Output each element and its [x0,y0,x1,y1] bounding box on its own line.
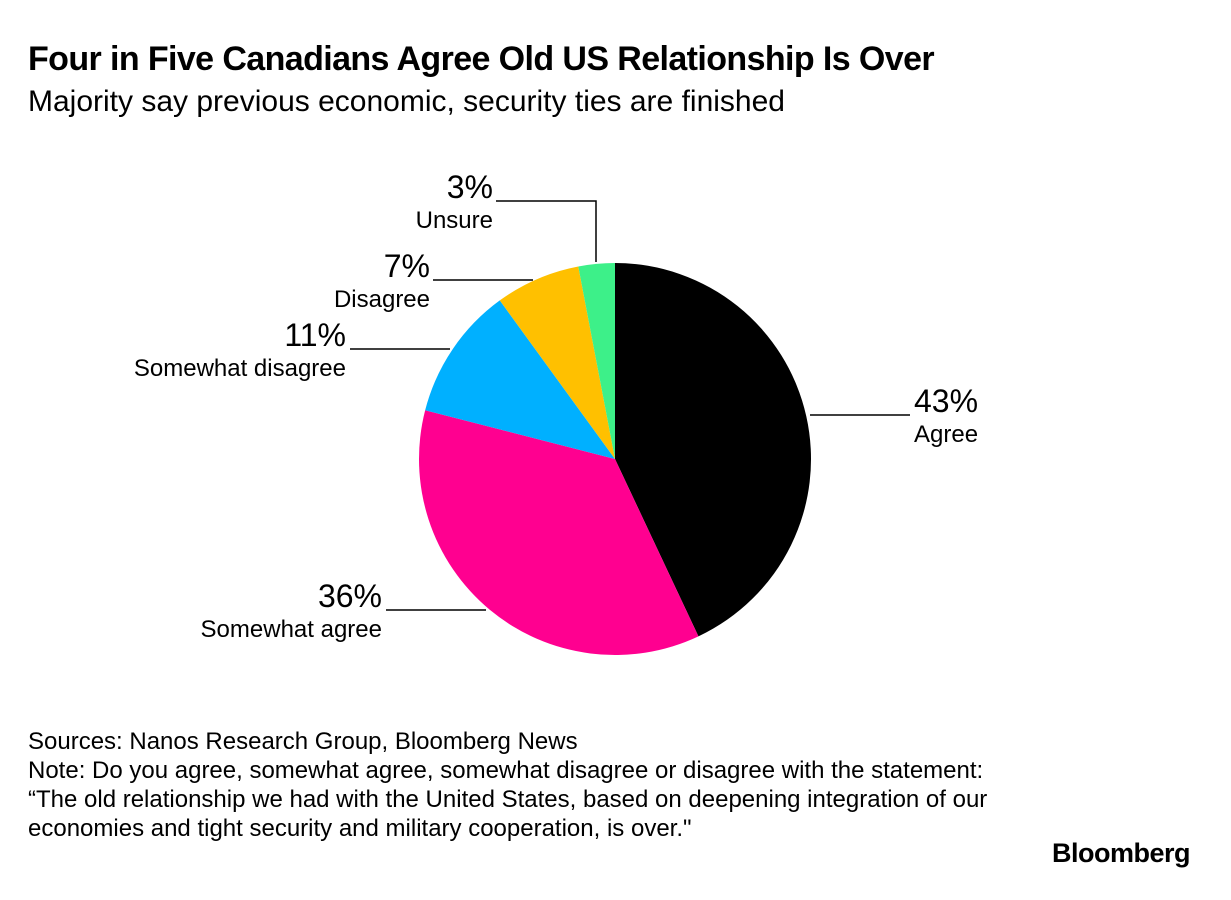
leader-line-unsure [496,200,597,262]
slice-labels: 43%Agree 36%Somewhat agree 11%Somewhat dis… [134,169,978,643]
chart-footer: Sources: Nanos Research Group, Bloomberg… [28,727,1008,843]
slice-value-label-somewhat-disagree: 11% [284,317,346,353]
pie-slice-somewhat-agree [419,410,699,656]
slice-category-label-somewhat-agree: Somewhat agree [201,616,382,643]
pie-slice-somewhat-disagree [425,300,615,459]
pie-slice-unsure [578,263,615,459]
pie-slice-disagree [499,266,615,459]
slice-category-label-somewhat-disagree: Somewhat disagree [134,355,346,382]
slice-value-label-somewhat-agree: 36% [318,578,382,614]
chart-subtitle: Majority say previous economic, security… [28,85,785,118]
slice-category-label-disagree: Disagree [334,286,430,313]
pie-slice-agree [615,263,812,637]
chart-title: Four in Five Canadians Agree Old US Rela… [28,40,935,78]
slice-category-label-agree: Agree [914,421,978,448]
slice-value-label-agree: 43% [914,383,978,419]
slice-value-label-unsure: 3% [447,169,493,205]
slice-category-label-unsure: Unsure [416,207,493,234]
bloomberg-logo: Bloomberg [1052,838,1191,868]
source-note: Sources: Nanos Research Group, Bloomberg… [28,728,578,755]
pie-slices [419,263,812,656]
question-note: Note: Do you agree, somewhat agree, some… [28,757,988,842]
slice-value-label-disagree: 7% [384,248,430,284]
leader-lines [350,200,910,611]
